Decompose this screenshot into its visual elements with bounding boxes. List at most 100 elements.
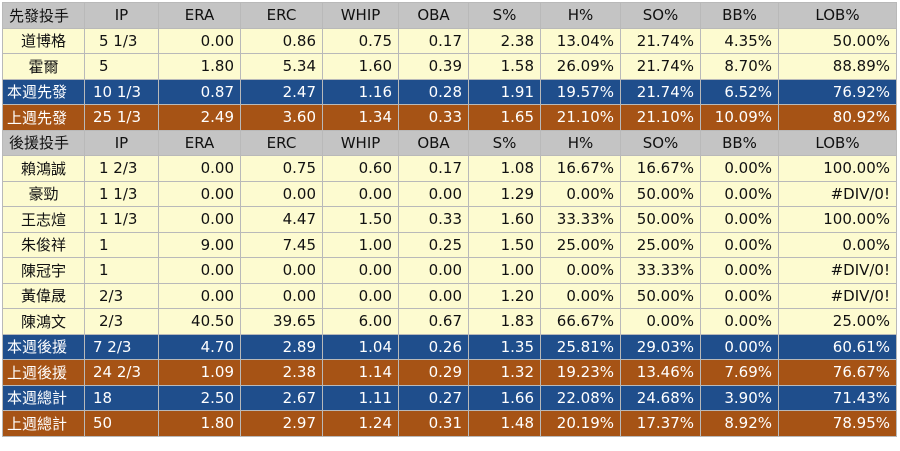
cell-name: 上週總計 bbox=[2, 410, 85, 437]
cell-bb-pct: 3.90% bbox=[700, 384, 779, 411]
summary-row: 本週後援 7 2/3 4.70 2.89 1.04 0.26 1.35 25.81% 29.03… bbox=[2, 333, 897, 360]
cell-s-pct: 1.83 bbox=[468, 308, 541, 335]
column-header-ip: IP bbox=[84, 129, 159, 156]
column-header-name: 後援投手 bbox=[2, 129, 85, 156]
cell-bb-pct: 0.00% bbox=[700, 333, 779, 360]
cell-ip: 24 2/3 bbox=[84, 359, 159, 386]
cell-name: 陳鴻文 bbox=[2, 308, 85, 335]
cell-oba: 0.29 bbox=[398, 359, 469, 386]
cell-s-pct: 1.66 bbox=[468, 384, 541, 411]
cell-oba: 0.33 bbox=[398, 206, 469, 233]
cell-oba: 0.00 bbox=[398, 282, 469, 309]
cell-bb-pct: 0.00% bbox=[700, 180, 779, 207]
cell-whip: 0.75 bbox=[322, 27, 399, 54]
cell-s-pct: 1.58 bbox=[468, 53, 541, 80]
cell-whip: 6.00 bbox=[322, 308, 399, 335]
column-header-so-pct: SO% bbox=[620, 129, 701, 156]
cell-bb-pct: 8.92% bbox=[700, 410, 779, 437]
cell-lob-pct: 76.92% bbox=[778, 78, 897, 105]
cell-h-pct: 33.33% bbox=[540, 206, 621, 233]
cell-bb-pct: 7.69% bbox=[700, 359, 779, 386]
cell-so-pct: 21.74% bbox=[620, 53, 701, 80]
column-header-s-pct: S% bbox=[468, 129, 541, 156]
cell-ip: 1 1/3 bbox=[84, 180, 159, 207]
cell-s-pct: 1.91 bbox=[468, 78, 541, 105]
cell-whip: 0.00 bbox=[322, 180, 399, 207]
pitcher-row: 陳冠宇 1 0.00 0.00 0.00 0.00 1.00 0.00% 33.33% 0.00%… bbox=[2, 257, 897, 284]
cell-h-pct: 21.10% bbox=[540, 104, 621, 131]
cell-h-pct: 19.23% bbox=[540, 359, 621, 386]
cell-bb-pct: 0.00% bbox=[700, 308, 779, 335]
cell-whip: 1.16 bbox=[322, 78, 399, 105]
pitcher-row: 朱俊祥 1 9.00 7.45 1.00 0.25 1.50 25.00% 25.00% 0.00… bbox=[2, 231, 897, 258]
cell-h-pct: 16.67% bbox=[540, 155, 621, 182]
column-header-bb-pct: BB% bbox=[700, 129, 779, 156]
cell-lob-pct: 100.00% bbox=[778, 206, 897, 233]
summary-row: 本週總計 18 2.50 2.67 1.11 0.27 1.66 22.08% 24.68% 3.… bbox=[2, 384, 897, 411]
cell-lob-pct: 78.95% bbox=[778, 410, 897, 437]
cell-erc: 2.47 bbox=[240, 78, 323, 105]
cell-s-pct: 1.35 bbox=[468, 333, 541, 360]
cell-whip: 1.11 bbox=[322, 384, 399, 411]
column-header-ip: IP bbox=[84, 2, 159, 29]
cell-oba: 0.33 bbox=[398, 104, 469, 131]
cell-erc: 0.86 bbox=[240, 27, 323, 54]
cell-era: 4.70 bbox=[158, 333, 241, 360]
cell-name: 朱俊祥 bbox=[2, 231, 85, 258]
cell-ip: 25 1/3 bbox=[84, 104, 159, 131]
column-header-whip: WHIP bbox=[322, 129, 399, 156]
column-header-lob-pct: LOB% bbox=[778, 129, 897, 156]
cell-bb-pct: 4.35% bbox=[700, 27, 779, 54]
summary-row: 上週後援 24 2/3 1.09 2.38 1.14 0.29 1.32 19.23% 13.4… bbox=[2, 359, 897, 386]
cell-era: 1.09 bbox=[158, 359, 241, 386]
cell-so-pct: 0.00% bbox=[620, 308, 701, 335]
cell-era: 2.50 bbox=[158, 384, 241, 411]
cell-s-pct: 1.48 bbox=[468, 410, 541, 437]
cell-oba: 0.31 bbox=[398, 410, 469, 437]
column-header-bb-pct: BB% bbox=[700, 2, 779, 29]
cell-whip: 0.60 bbox=[322, 155, 399, 182]
cell-erc: 2.38 bbox=[240, 359, 323, 386]
cell-h-pct: 22.08% bbox=[540, 384, 621, 411]
cell-oba: 0.67 bbox=[398, 308, 469, 335]
cell-h-pct: 25.00% bbox=[540, 231, 621, 258]
cell-bb-pct: 0.00% bbox=[700, 231, 779, 258]
cell-erc: 7.45 bbox=[240, 231, 323, 258]
cell-so-pct: 33.33% bbox=[620, 257, 701, 284]
cell-so-pct: 16.67% bbox=[620, 155, 701, 182]
cell-so-pct: 24.68% bbox=[620, 384, 701, 411]
cell-whip: 1.34 bbox=[322, 104, 399, 131]
cell-erc: 39.65 bbox=[240, 308, 323, 335]
cell-s-pct: 1.29 bbox=[468, 180, 541, 207]
cell-oba: 0.28 bbox=[398, 78, 469, 105]
cell-erc: 5.34 bbox=[240, 53, 323, 80]
cell-name: 上週後援 bbox=[2, 359, 85, 386]
cell-ip: 50 bbox=[84, 410, 159, 437]
cell-bb-pct: 0.00% bbox=[700, 155, 779, 182]
cell-erc: 2.97 bbox=[240, 410, 323, 437]
cell-s-pct: 1.60 bbox=[468, 206, 541, 233]
cell-bb-pct: 0.00% bbox=[700, 206, 779, 233]
cell-oba: 0.27 bbox=[398, 384, 469, 411]
cell-name: 王志煊 bbox=[2, 206, 85, 233]
cell-name: 道博格 bbox=[2, 27, 85, 54]
cell-so-pct: 13.46% bbox=[620, 359, 701, 386]
cell-whip: 1.14 bbox=[322, 359, 399, 386]
column-header-h-pct: H% bbox=[540, 129, 621, 156]
summary-row: 上週總計 50 1.80 2.97 1.24 0.31 1.48 20.19% 17.37% 8.… bbox=[2, 410, 897, 437]
relievers-header-row: 後援投手 IP ERA ERC WHIP OBA S% H% SO% BB% LOB% bbox=[2, 129, 897, 156]
cell-name: 陳冠宇 bbox=[2, 257, 85, 284]
cell-name: 霍爾 bbox=[2, 53, 85, 80]
cell-oba: 0.17 bbox=[398, 27, 469, 54]
cell-ip: 10 1/3 bbox=[84, 78, 159, 105]
starters-header-row: 先發投手 IP ERA ERC WHIP OBA S% H% SO% BB% LOB% bbox=[2, 2, 897, 29]
cell-oba: 0.00 bbox=[398, 257, 469, 284]
cell-whip: 0.00 bbox=[322, 282, 399, 309]
column-header-oba: OBA bbox=[398, 2, 469, 29]
column-header-so-pct: SO% bbox=[620, 2, 701, 29]
column-header-s-pct: S% bbox=[468, 2, 541, 29]
cell-h-pct: 13.04% bbox=[540, 27, 621, 54]
cell-oba: 0.00 bbox=[398, 180, 469, 207]
cell-erc: 0.00 bbox=[240, 257, 323, 284]
cell-lob-pct: #DIV/0! bbox=[778, 180, 897, 207]
